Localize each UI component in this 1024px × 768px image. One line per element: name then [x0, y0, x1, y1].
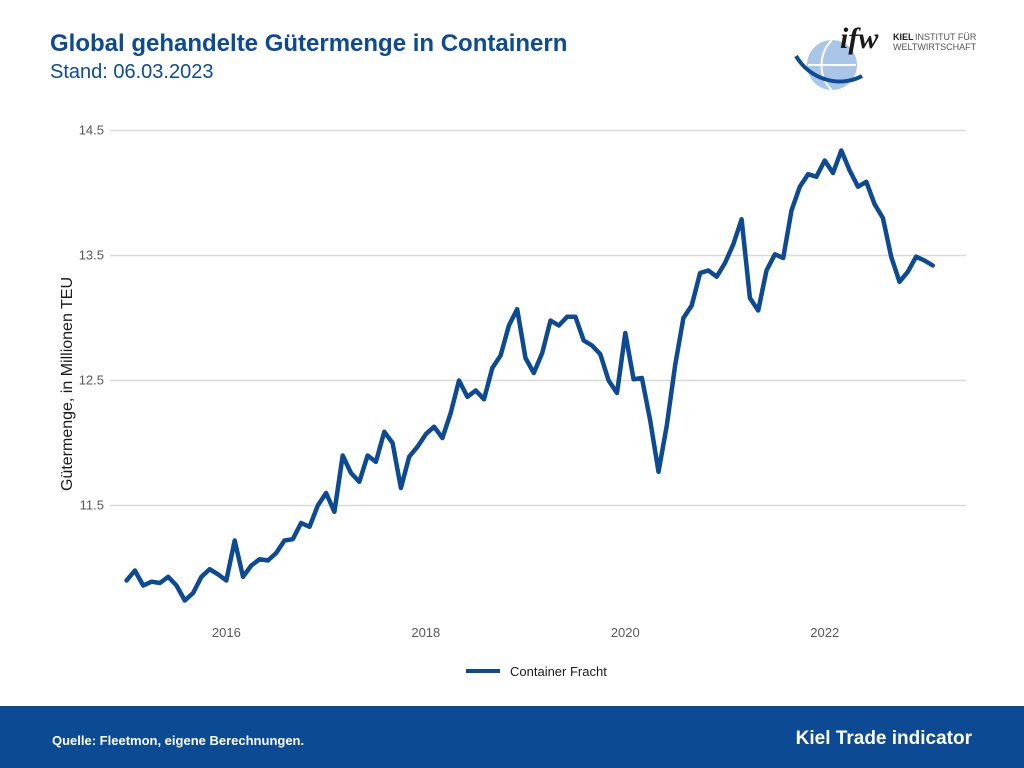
x-axis-ticks: 2016 2018 2020 2022 — [212, 625, 839, 640]
ifw-logo: ifw KIEL INSTITUT FÜR WELTWIRTSCHAFT — [794, 22, 977, 91]
legend: Container Fracht — [466, 664, 607, 679]
grid-lines — [110, 129, 966, 507]
logo-line2: WELTWIRTSCHAFT — [893, 42, 977, 52]
y-tick-label: 12.5 — [79, 373, 104, 388]
series-lines — [124, 148, 936, 603]
y-tick-label: 14.5 — [79, 123, 104, 138]
legend-label-container-fracht: Container Fracht — [510, 664, 607, 679]
footer-bar: Quelle: Fleetmon, eigene Berechnungen. K… — [0, 706, 1024, 768]
x-tick-label: 2018 — [411, 625, 440, 640]
y-axis-ticks: 11.5 12.5 13.5 14.5 — [79, 123, 104, 513]
x-tick-label: 2022 — [810, 625, 839, 640]
globe-swoosh — [794, 54, 863, 84]
x-tick-label: 2020 — [611, 625, 640, 640]
logo-line1-bold: KIEL — [893, 32, 914, 42]
footer-brand: Kiel Trade indicator — [795, 728, 972, 749]
y-tick-label: 13.5 — [79, 248, 104, 263]
y-tick-label: 11.5 — [80, 498, 104, 513]
x-tick-label: 2016 — [212, 625, 241, 640]
logo-mark: ifw — [840, 22, 879, 55]
chart-subtitle: Stand: 06.03.2023 — [50, 61, 214, 83]
chart-title: Global gehandelte Gütermenge in Containe… — [50, 30, 568, 57]
series-line-container-fracht — [124, 148, 936, 603]
y-axis-label: Gütermenge, in Millionen TEU — [59, 277, 76, 491]
footer-source: Quelle: Fleetmon, eigene Berechnungen. — [52, 733, 305, 748]
line-chart: 11.5 12.5 13.5 14.5 2016 2018 2020 2022 Güterm… — [59, 123, 966, 679]
logo-line1-rest: INSTITUT FÜR — [915, 32, 977, 42]
